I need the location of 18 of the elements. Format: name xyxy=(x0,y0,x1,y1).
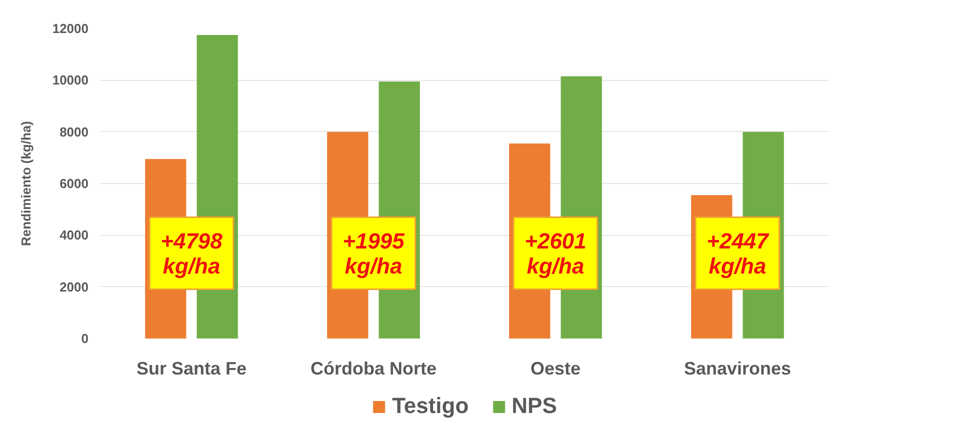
annotation: +2447 kg/ha xyxy=(706,228,770,278)
y-tick-label: 0 xyxy=(81,331,89,346)
y-tick-label: 2000 xyxy=(60,279,88,294)
y-axis-title: Rendimiento (kg/ha) xyxy=(18,121,34,246)
annotation: +1995 kg/ha xyxy=(342,228,406,278)
legend-label: Testigo xyxy=(392,393,469,419)
y-tick-label: 10000 xyxy=(52,72,89,88)
x-tick-label: Sur Santa Fe xyxy=(136,358,247,378)
x-tick-label: Sanavirones xyxy=(684,358,792,378)
x-tick-label: Córdoba Norte xyxy=(310,358,436,378)
annotation: +4798 kg/ha xyxy=(160,228,224,278)
legend-label: NPS xyxy=(512,393,557,419)
annotation: +2601 kg/ha xyxy=(524,228,586,278)
y-tick-label: 6000 xyxy=(60,176,88,191)
y-tick-label: 8000 xyxy=(60,124,88,140)
x-tick-label: Oeste xyxy=(530,358,581,378)
y-tick-label: 4000 xyxy=(60,228,88,243)
y-tick-label: 12000 xyxy=(52,21,89,36)
